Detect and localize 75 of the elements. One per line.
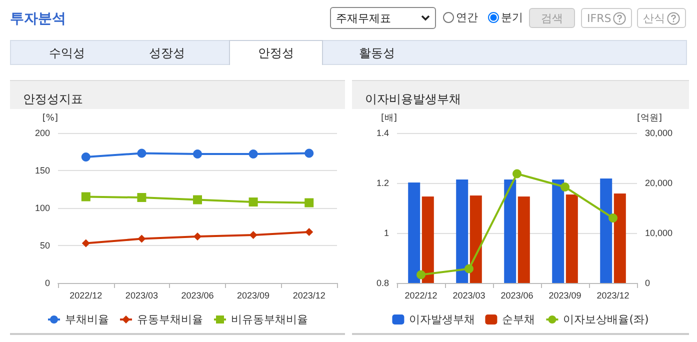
y2-tick-label: 10,000 — [645, 228, 673, 238]
legend-label: 유동부채비율 — [137, 313, 203, 326]
text: 산식 — [643, 10, 665, 26]
x-tick-label: 2023/06 — [181, 290, 214, 300]
text: 성장성 — [148, 45, 186, 62]
point — [512, 169, 522, 178]
bar — [456, 180, 468, 283]
point — [193, 150, 202, 158]
legend-label: 비유동부채비율 — [231, 313, 308, 326]
point — [464, 264, 474, 274]
text: 수익성 — [48, 45, 86, 62]
text: IFRS — [587, 12, 612, 24]
x-tick-label: 2023/06 — [500, 290, 534, 300]
text: 연간 — [456, 10, 478, 25]
bar — [614, 194, 626, 283]
dropdown: 주재무제표 — [330, 7, 436, 29]
point — [194, 232, 202, 240]
y-axis-title: [배] — [380, 114, 397, 124]
point — [81, 152, 90, 162]
x-tick-label: 2022/12 — [70, 290, 102, 300]
y-tick-label: 100 — [34, 203, 50, 213]
bar — [408, 182, 420, 283]
y-tick-label: 1.2 — [376, 178, 389, 188]
text: 검색 — [529, 8, 575, 28]
bar — [504, 180, 516, 283]
x-tick-label: 2023/03 — [452, 290, 486, 300]
y-axis-title: [%] — [42, 114, 58, 124]
x-tick-label: 2023/09 — [548, 290, 582, 300]
bar — [552, 180, 564, 283]
point — [81, 192, 90, 202]
bar — [566, 194, 578, 283]
bar — [600, 178, 612, 283]
y-tick-label: 50 — [40, 240, 50, 250]
legend-label: 순부채 — [502, 313, 536, 326]
y2-tick-label: 20,000 — [645, 178, 673, 188]
x-tick-label: 2023/03 — [125, 290, 158, 300]
point — [193, 195, 202, 204]
text: 활동성 — [358, 45, 396, 62]
bar — [422, 196, 434, 283]
y2-tick-label: 30,000 — [645, 128, 673, 138]
point — [137, 148, 146, 158]
x-tick-label: 2023/12 — [596, 290, 630, 300]
text: 안정성 — [229, 40, 323, 65]
y-tick-label: 0.8 — [376, 278, 389, 288]
y-tick-label: 1.4 — [376, 128, 389, 138]
point — [137, 193, 146, 202]
legend-label: 이자보상배율(좌) — [563, 313, 649, 326]
text: 투자분석 — [10, 10, 66, 28]
y-tick-label: 150 — [34, 166, 50, 176]
y-tick-label: 1 — [384, 228, 389, 238]
point — [304, 148, 314, 158]
x-tick-label: 2023/09 — [237, 290, 270, 300]
point — [305, 228, 314, 236]
bar — [470, 196, 482, 283]
legend-label: 부채비율 — [65, 313, 109, 326]
point — [138, 234, 146, 243]
y-tick-label: 0 — [44, 278, 50, 288]
point — [248, 198, 258, 206]
y-tick-label: 200 — [34, 128, 50, 138]
chart-title: 안정성지표 — [23, 92, 83, 106]
x-tick-label: 2022/12 — [404, 290, 438, 300]
point — [416, 270, 426, 280]
y2-tick-label: 0 — [645, 278, 650, 288]
point — [249, 231, 258, 239]
point — [608, 214, 618, 222]
point — [248, 150, 258, 158]
chart-title: 이자비용발생부채 — [365, 92, 461, 106]
x-tick-label: 2023/12 — [292, 290, 326, 300]
point — [82, 239, 90, 248]
legend-label: 이자발생부채 — [409, 313, 476, 326]
point — [304, 198, 314, 208]
bar — [518, 196, 530, 283]
y2-axis-title: [억원] — [637, 114, 662, 124]
text: 분기 — [501, 10, 523, 25]
point — [560, 182, 570, 192]
